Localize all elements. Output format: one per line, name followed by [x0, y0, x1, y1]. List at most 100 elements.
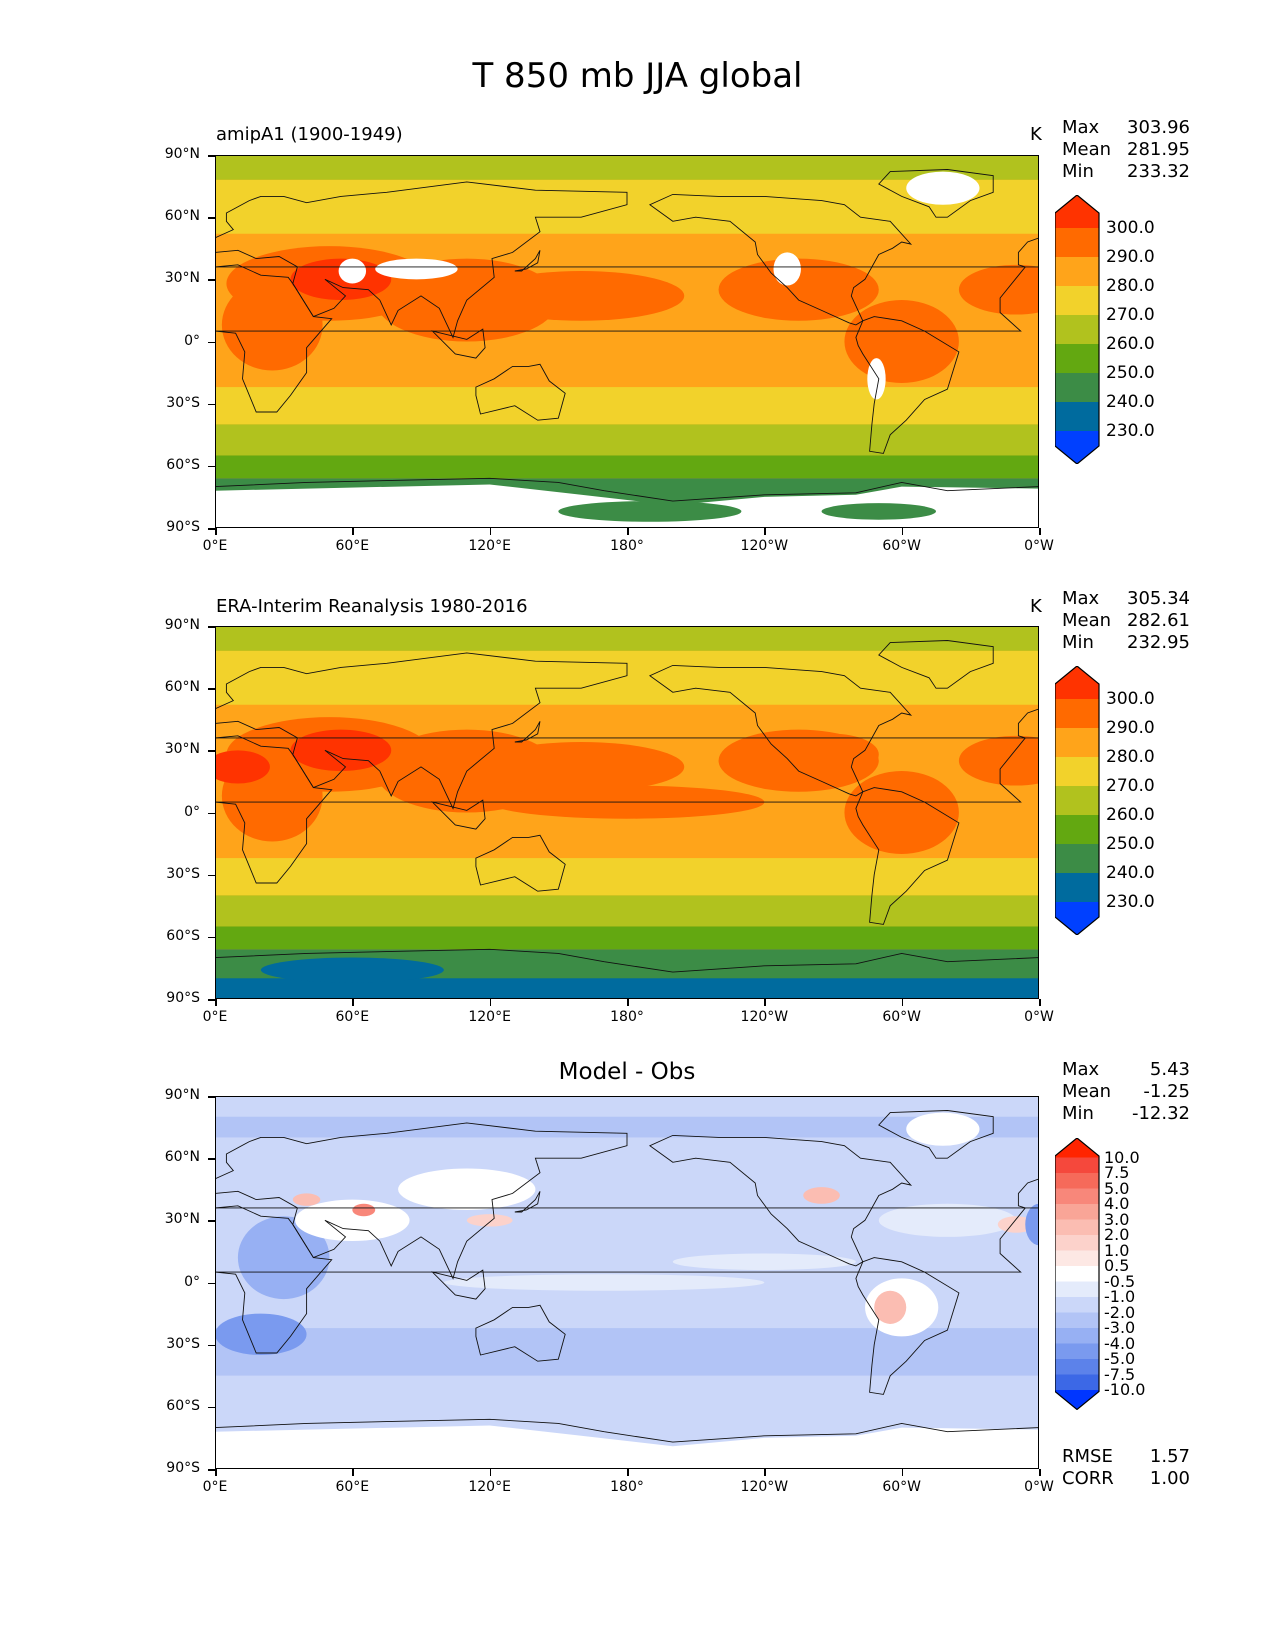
stat-min: -12.32 — [1131, 1103, 1190, 1124]
lat-tick-label: 0° — [184, 803, 200, 820]
colorbar-level-label: 290.0 — [1106, 718, 1155, 738]
lat-tick — [208, 812, 215, 814]
lon-tick-label: 120°E — [468, 1009, 511, 1025]
colorbar-level-label: -10.0 — [1104, 1380, 1146, 1399]
coastline — [649, 1134, 913, 1267]
corr-value: 1.00 — [1149, 1468, 1190, 1489]
colorbar-level-label: 250.0 — [1106, 834, 1155, 854]
contour-zero — [906, 1112, 980, 1146]
stats-box: Max 305.34 Mean 282.61 Min 232.95 — [1062, 588, 1190, 654]
lat-tick-label: 60°S — [166, 1397, 200, 1414]
band-minus-1 — [215, 1375, 1039, 1407]
colorbar-level-label: 260.0 — [1106, 805, 1155, 825]
lon-tick — [901, 1469, 904, 1476]
colorbar-swatch — [1055, 315, 1099, 344]
lat-tick — [208, 1220, 215, 1222]
lat-tick — [208, 750, 215, 752]
colorbar-level-label: -3.0 — [1104, 1318, 1136, 1337]
lon-tick-label: 60°E — [335, 538, 370, 554]
colorbar-level-label: 10.0 — [1104, 1147, 1140, 1167]
contour-240 — [821, 503, 936, 520]
coastline — [878, 169, 994, 218]
band-260 — [215, 155, 1039, 180]
lon-tick-label: 60°W — [882, 1479, 921, 1495]
colorbar-level-label: 280.0 — [1106, 276, 1155, 296]
lat-tick — [208, 528, 215, 530]
lat-tick — [208, 1344, 215, 1347]
contour-290 — [478, 271, 685, 321]
colorbar-level-label: 230.0 — [1106, 892, 1155, 912]
coastline — [215, 735, 333, 884]
lon-tick-label: 120°E — [468, 1479, 511, 1495]
lat-tick-label: 30°N — [164, 270, 200, 287]
colorbar-extend-min — [1055, 1390, 1099, 1410]
colorbar-level-label: 250.0 — [1106, 363, 1155, 383]
lat-tick-label: 30°S — [166, 1335, 200, 1352]
colorbar-level-label: 7.5 — [1104, 1163, 1130, 1182]
colorbar-extend-max — [1055, 195, 1099, 228]
band-minus-2 — [215, 1116, 1039, 1138]
stat-max: 305.34 — [1127, 588, 1190, 609]
contour-minus-4 — [1025, 1203, 1039, 1246]
lat-tick-label: 0° — [184, 1273, 200, 1290]
lon-tick — [901, 528, 904, 535]
contour-230 — [260, 957, 444, 983]
colorbar-swatch — [1055, 1157, 1099, 1173]
coastline — [215, 948, 1039, 999]
colorbar-level-label: 230.0 — [1106, 421, 1155, 441]
contour-290 — [787, 733, 879, 776]
colorbar-swatch — [1055, 757, 1099, 786]
lat-tick — [208, 1406, 215, 1409]
lon-tick-label: 0°E — [202, 1479, 228, 1495]
map-model — [215, 155, 1039, 528]
lon-tick — [352, 1469, 354, 1476]
contour-plus-2 — [803, 1187, 840, 1204]
lon-tick-label: 120°E — [468, 538, 511, 554]
lat-tick — [208, 217, 215, 219]
colorbar-level-label: 4.0 — [1104, 1194, 1130, 1213]
colorbar-swatch — [1055, 1281, 1099, 1297]
stat-min: 233.32 — [1127, 161, 1190, 182]
stat-max-label: Max — [1062, 117, 1100, 138]
colorbar-swatch — [1055, 1173, 1099, 1189]
lon-tick — [352, 528, 354, 535]
lon-tick — [1039, 999, 1041, 1006]
lat-tick — [208, 1096, 215, 1098]
colorbar-swatches — [1054, 665, 1100, 936]
coastline — [649, 193, 913, 326]
coastline — [878, 640, 994, 689]
lat-tick-label: 60°S — [166, 456, 200, 473]
colorbar-swatch — [1055, 699, 1099, 728]
contour-290 — [844, 771, 959, 854]
lon-tick — [764, 1469, 766, 1476]
contour-plus-2 — [874, 1290, 907, 1324]
stat-max-label: Max — [1062, 1059, 1100, 1080]
lon-tick-label: 180° — [610, 538, 644, 554]
colorbar-level-label: 240.0 — [1106, 863, 1155, 883]
colorbar-outline — [1054, 665, 1100, 936]
colorbar-level-label: 300.0 — [1106, 218, 1155, 238]
colorbar-swatch — [1055, 1250, 1099, 1266]
coastline — [215, 1205, 333, 1354]
units-label: K — [1030, 596, 1042, 617]
lat-tick — [208, 626, 215, 628]
stat-max-label: Max — [1062, 588, 1100, 609]
colorbar-level-label: 270.0 — [1106, 776, 1155, 796]
lon-tick — [215, 1469, 217, 1476]
colorbar-swatch — [1055, 844, 1099, 873]
colorbar-level-label: -5.0 — [1104, 1349, 1136, 1368]
colorbar-temperature: 300.0 290.0 280.0 270.0 260.0 250.0 240.0 230.0 — [1054, 665, 1155, 939]
lon-tick — [489, 1469, 492, 1476]
colorbar-level-label: 280.0 — [1106, 747, 1155, 767]
colorbar-level-label: -1.0 — [1104, 1287, 1136, 1306]
coastline — [1017, 708, 1039, 739]
lat-tick-label: 30°N — [164, 741, 200, 758]
band-250 — [215, 455, 1039, 479]
lat-tick-label: 60°N — [164, 208, 200, 225]
lat-tick-label: 90°S — [166, 1460, 200, 1476]
map-difference — [215, 1096, 1039, 1469]
rmse-value: 1.57 — [1149, 1446, 1190, 1467]
lon-tick-label: 180° — [610, 1479, 644, 1495]
lon-tick-label: 180° — [610, 1009, 644, 1025]
coastline — [855, 1257, 960, 1395]
